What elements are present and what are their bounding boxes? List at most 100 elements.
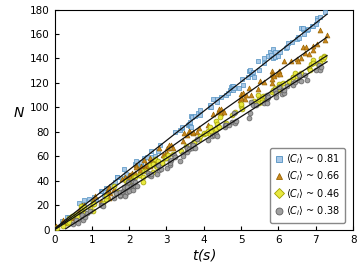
Point	[78, 209, 84, 214]
Point	[261, 56, 267, 61]
Point	[124, 190, 130, 194]
Point	[147, 163, 152, 167]
Point	[308, 61, 314, 66]
Point	[277, 82, 282, 86]
Point	[302, 51, 307, 55]
Point	[286, 80, 292, 84]
Point	[275, 54, 281, 58]
Point	[286, 79, 292, 83]
Point	[98, 189, 104, 193]
Point	[296, 78, 302, 83]
Point	[216, 107, 222, 111]
Point	[79, 208, 85, 213]
Point	[185, 146, 190, 151]
Point	[230, 112, 235, 117]
Point	[315, 61, 321, 66]
Point	[236, 86, 242, 90]
Point	[321, 55, 327, 59]
Point	[160, 153, 166, 157]
Legend: $\langle C_i \rangle$ ~ 0.81, $\langle C_i \rangle$ ~ 0.66, $\langle C_i \rangle: $\langle C_i \rangle$ ~ 0.81, $\langle C…	[270, 148, 345, 223]
Point	[151, 162, 157, 166]
Point	[310, 44, 315, 48]
Point	[273, 54, 278, 59]
Point	[155, 165, 160, 169]
Point	[75, 221, 81, 225]
Point	[138, 162, 144, 166]
Point	[98, 199, 104, 203]
Point	[60, 221, 66, 225]
Point	[208, 129, 214, 134]
Point	[291, 83, 296, 87]
Point	[127, 173, 133, 177]
Point	[274, 72, 280, 76]
Point	[130, 184, 135, 189]
Point	[251, 75, 256, 79]
Point	[71, 213, 76, 217]
Point	[244, 93, 249, 97]
Point	[285, 40, 291, 45]
Point	[197, 126, 202, 130]
Point	[157, 143, 163, 147]
Point	[232, 121, 238, 125]
Point	[148, 155, 154, 160]
Point	[60, 218, 66, 222]
Point	[265, 94, 271, 99]
Point	[106, 187, 111, 191]
Point	[138, 164, 143, 168]
Point	[79, 203, 84, 208]
Point	[269, 81, 275, 86]
Point	[294, 73, 300, 78]
Point	[223, 121, 228, 125]
Point	[320, 56, 325, 61]
Point	[255, 93, 261, 97]
Point	[233, 119, 239, 123]
Point	[155, 172, 160, 176]
Point	[211, 133, 217, 137]
Point	[101, 193, 106, 197]
Point	[150, 170, 156, 174]
Point	[218, 94, 224, 99]
Point	[317, 28, 323, 32]
Point	[134, 165, 139, 169]
Point	[73, 212, 79, 216]
Point	[142, 166, 148, 170]
Point	[208, 105, 214, 110]
Point	[184, 133, 190, 137]
Point	[111, 184, 117, 189]
Point	[122, 175, 127, 179]
Point	[99, 189, 105, 193]
Point	[222, 125, 228, 129]
Point	[292, 79, 298, 84]
Point	[238, 104, 244, 108]
Point	[316, 63, 322, 68]
Point	[207, 125, 213, 129]
Point	[67, 220, 72, 224]
Point	[246, 116, 252, 120]
Point	[214, 100, 220, 104]
Point	[269, 69, 275, 73]
Point	[218, 107, 224, 111]
Point	[207, 105, 212, 109]
Point	[126, 180, 131, 185]
Point	[121, 189, 126, 194]
Point	[292, 70, 298, 75]
Point	[188, 125, 194, 129]
Point	[197, 108, 203, 112]
Point	[239, 107, 244, 111]
Point	[232, 110, 238, 114]
Point	[206, 129, 211, 133]
Point	[129, 171, 135, 176]
Point	[133, 163, 139, 168]
Point	[104, 186, 109, 190]
Point	[184, 146, 189, 150]
Point	[291, 75, 296, 79]
Point	[70, 215, 76, 220]
Point	[277, 84, 283, 88]
Point	[323, 9, 328, 14]
Point	[264, 93, 270, 97]
Point	[112, 179, 118, 184]
Point	[147, 162, 153, 166]
Point	[81, 197, 87, 202]
Point	[159, 161, 165, 165]
Point	[79, 206, 84, 210]
